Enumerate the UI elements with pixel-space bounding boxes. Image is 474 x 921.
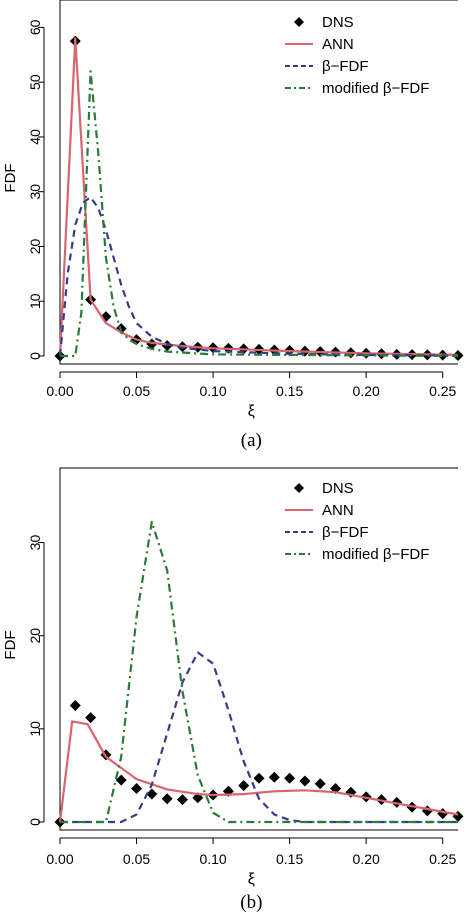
x-tick-label: 0.05 [123, 383, 150, 399]
dns-point [115, 774, 127, 786]
panel-caption: (a) [241, 430, 262, 451]
legend-label: DNS [322, 14, 354, 31]
x-tick-label: 0.15 [276, 851, 303, 867]
legend-marker-dns [294, 483, 304, 493]
x-axis-label: ξ [248, 403, 255, 420]
y-tick-label: 20 [27, 238, 43, 254]
x-tick-label: 0.20 [353, 851, 380, 867]
x-tick-label: 0.15 [276, 383, 303, 399]
x-tick-label: 0.00 [46, 851, 73, 867]
x-tick-label: 0.00 [46, 383, 73, 399]
modified-beta-fdf-line [60, 520, 458, 824]
plot-frame [59, 467, 458, 831]
ann-line [58, 37, 459, 357]
legend-label: β−FDF [322, 58, 369, 75]
x-tick-label: 0.25 [429, 383, 456, 399]
beta-fdf-line [58, 196, 459, 357]
dns-point [85, 712, 97, 724]
dns-point [299, 775, 311, 787]
y-tick-label: 0 [27, 818, 43, 826]
y-tick-label: 60 [27, 19, 43, 35]
dns-point [253, 772, 265, 784]
y-tick-label: 40 [27, 129, 43, 145]
dns-point [268, 771, 280, 783]
dns-point [421, 805, 433, 817]
dns-point [146, 788, 158, 800]
plot-area [54, 35, 464, 362]
legend: DNS ANN β−FDF modified β−FDF [285, 14, 429, 97]
legend-marker-dns [294, 17, 304, 27]
legend-label: β−FDF [322, 524, 369, 541]
y-tick-label: 10 [27, 293, 43, 309]
y-tick-label: 50 [27, 74, 43, 90]
x-tick-label: 0.05 [123, 851, 150, 867]
chart-panel-a: 0.00 0.05 0.10 0.15 0.20 0.25 0 10 20 30 40 50 60 FDF… [2, 0, 464, 451]
beta-fdf-line [60, 651, 458, 824]
y-axis-label: FDF [2, 630, 19, 659]
x-tick-label: 0.10 [199, 383, 226, 399]
dns-point [314, 778, 326, 790]
plot-frame [59, 0, 458, 365]
dns-point [161, 793, 173, 805]
y-tick-label: 30 [27, 535, 43, 551]
legend-label: modified β−FDF [322, 546, 429, 563]
dns-point [176, 794, 188, 806]
x-tick-label: 0.20 [353, 383, 380, 399]
dns-point [238, 780, 250, 792]
y-tick-label: 30 [27, 184, 43, 200]
modified-beta-fdf-line [60, 70, 459, 358]
y-tick-label: 20 [27, 628, 43, 644]
dns-point [131, 782, 143, 794]
panel-caption: (b) [240, 892, 262, 913]
dns-point [284, 772, 296, 784]
legend-label: ANN [322, 36, 354, 53]
y-axis-label: FDF [2, 163, 19, 192]
x-tick-label: 0.10 [199, 851, 226, 867]
dns-point [437, 808, 449, 820]
chart-panel-b: 0.00 0.05 0.10 0.15 0.20 0.25 0 10 20 30 FDF ξ (b) DN… [2, 467, 464, 913]
legend-label: modified β−FDF [322, 80, 429, 97]
y-tick-label: 10 [27, 721, 43, 737]
plot-area [54, 520, 464, 828]
legend-label: DNS [322, 480, 354, 497]
x-axis-label: ξ [248, 871, 255, 888]
dns-point [452, 810, 464, 822]
x-tick-label: 0.25 [429, 851, 456, 867]
ann-line [58, 720, 459, 823]
legend-label: ANN [322, 502, 354, 519]
legend: DNS ANN β−FDF modified β−FDF [285, 480, 429, 563]
dns-point [69, 700, 81, 712]
y-tick-label: 0 [27, 352, 43, 360]
